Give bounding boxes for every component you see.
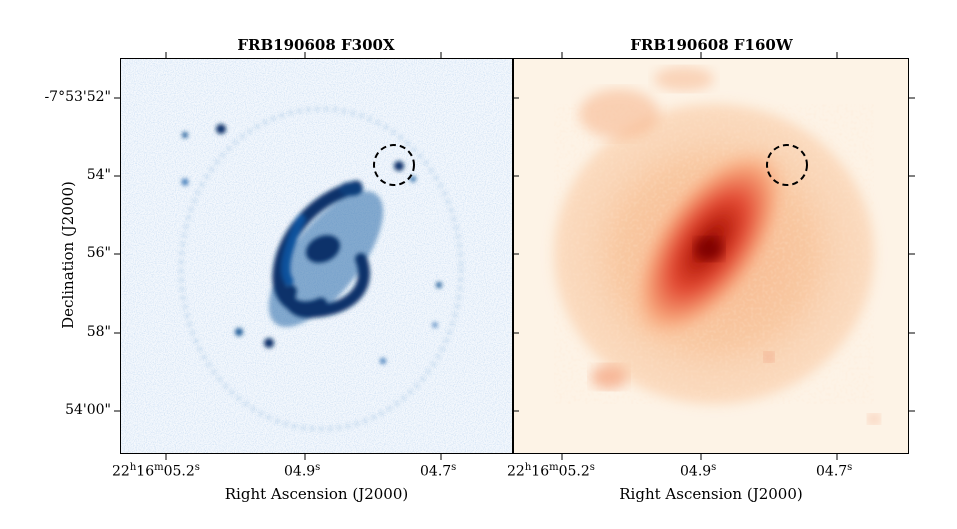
ra-hours: 22 (112, 463, 130, 480)
y-tick-label: 54" (86, 167, 111, 183)
f300x-image (121, 59, 512, 453)
f300x-galaxy (268, 180, 384, 327)
frb-position-marker (373, 144, 415, 186)
ra-seconds: 05.2 (163, 463, 195, 480)
x-axis-label-right: Right Ascension (J2000) (619, 485, 803, 503)
x-tick-label: 04.9s (680, 462, 717, 480)
y-tick-label: 56" (86, 245, 111, 261)
x-axis-label-left: Right Ascension (J2000) (224, 485, 409, 503)
panel-f160w (513, 58, 909, 454)
y-axis-label: Declination (J2000) (59, 181, 77, 329)
panel-f300x (120, 58, 513, 454)
outer-ring (179, 107, 463, 431)
ra-minutes: 16 (136, 463, 155, 480)
f300x-knots (181, 124, 442, 364)
y-tick-label: -7°53'52" (44, 89, 111, 105)
x-tick-label: 04.9s (284, 462, 321, 480)
y-tick-label: 58" (86, 324, 111, 340)
panel-title-f160w: FRB190608 F160W (630, 36, 793, 54)
x-tick-label-ra-full: 22h16m05.2s (507, 462, 595, 480)
f160w-image (514, 59, 908, 453)
x-tick-label: 04.7s (816, 462, 853, 480)
frb-position-marker (766, 144, 808, 186)
x-tick-label-ra-full: 22h16m05.2s (112, 462, 200, 480)
y-tick-label: 54'00" (65, 402, 111, 418)
x-tick-label: 04.7s (420, 462, 457, 480)
panel-title-f300x: FRB190608 F300X (237, 36, 395, 54)
